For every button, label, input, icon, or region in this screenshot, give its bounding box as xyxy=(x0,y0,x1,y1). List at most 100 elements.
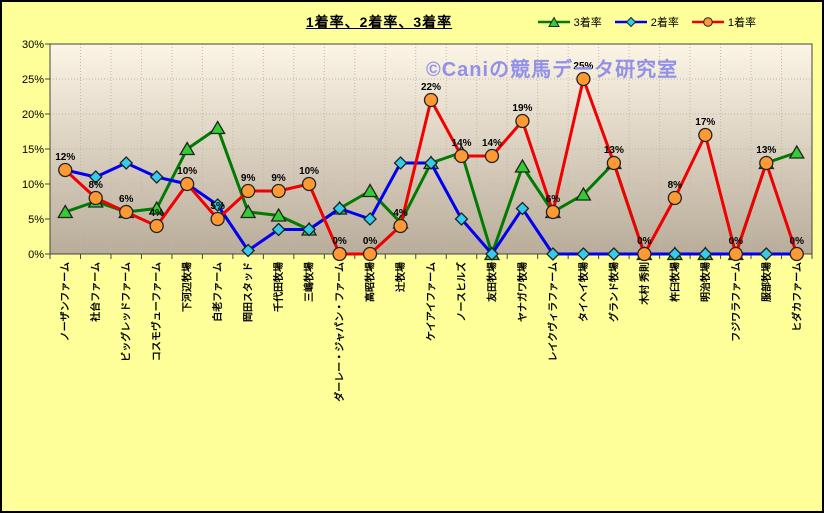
series-rank3-marker xyxy=(57,204,74,219)
series-rank1-marker xyxy=(332,246,347,262)
series-rank1-marker xyxy=(545,204,561,220)
x-axis-label: レイクヴィラファーム xyxy=(546,262,559,362)
series-rank1-marker xyxy=(637,246,652,262)
data-label: 25% xyxy=(573,61,593,72)
x-axis-label: 千代田牧場 xyxy=(272,262,285,312)
x-axis-label: ダーレー・ジャパン・ファーム xyxy=(333,262,346,402)
data-label: 5% xyxy=(210,201,225,212)
x-axis-label: ノーザンファーム xyxy=(60,262,72,341)
x-axis-label: 服部牧場 xyxy=(760,262,773,302)
series-rank3-marker xyxy=(788,144,805,159)
x-axis-label: 木村 秀則 xyxy=(638,262,651,306)
data-label: 12% xyxy=(55,152,75,163)
x-axis-label: ケイアイファーム xyxy=(426,262,438,341)
series-rank3-marker xyxy=(361,183,379,198)
series-rank1-marker xyxy=(606,155,622,171)
data-label: 0% xyxy=(637,236,652,247)
data-label: 9% xyxy=(271,173,286,184)
data-label: 8% xyxy=(88,180,103,191)
data-label: 0% xyxy=(332,236,347,247)
series-rank2-marker xyxy=(424,156,438,170)
series-rank3-marker xyxy=(514,158,531,173)
data-label: 22% xyxy=(421,82,441,93)
data-label: 13% xyxy=(604,145,624,156)
x-axis-label: 三嶋牧場 xyxy=(303,262,316,302)
x-axis-label: ノースヒルズ xyxy=(455,262,468,322)
data-label: 4% xyxy=(149,208,164,219)
series-rank1-marker xyxy=(88,190,103,206)
data-label: 14% xyxy=(482,138,502,149)
series-rank2-marker xyxy=(606,247,621,261)
data-label: 10% xyxy=(299,166,319,177)
data-label: 13% xyxy=(756,145,776,156)
series-rank2-marker xyxy=(515,201,530,216)
x-axis-label: 高昭牧場 xyxy=(364,262,377,302)
x-axis-label: タイヘイ牧場 xyxy=(577,262,590,322)
data-label: 6% xyxy=(546,194,561,205)
x-axis-label: コスモヴューファーム xyxy=(150,262,163,361)
series-rank2-marker xyxy=(149,170,164,184)
series-rank1-marker xyxy=(423,92,439,108)
series-rank1-marker xyxy=(240,183,256,199)
series-rank1-marker xyxy=(149,218,164,234)
watermark: ©Caniの競馬データ研究室 xyxy=(426,59,679,81)
y-axis-label: 30% xyxy=(22,39,44,51)
x-axis-label: ヒダカファーム xyxy=(790,262,803,332)
x-axis-label: 辻牧場 xyxy=(394,262,407,292)
series-rank1-marker xyxy=(454,148,469,164)
data-label: 9% xyxy=(241,173,256,184)
series-rank1-marker xyxy=(698,127,713,143)
series-rank2-marker xyxy=(546,247,560,261)
data-label: 10% xyxy=(177,166,197,177)
data-label: 8% xyxy=(668,180,683,191)
data-label: 0% xyxy=(790,236,805,247)
data-label: 0% xyxy=(729,236,744,247)
series-rank3-marker xyxy=(179,141,196,156)
series-rank1-marker xyxy=(271,183,286,199)
x-axis-label: フジワラファーム xyxy=(730,262,742,342)
series-rank1-marker xyxy=(576,71,591,87)
y-axis-label: 5% xyxy=(28,214,44,226)
x-axis-label: 下河辺牧場 xyxy=(181,262,194,312)
series-rank2-marker xyxy=(210,198,225,212)
series-rank1-marker xyxy=(58,162,73,178)
y-axis-label: 25% xyxy=(22,74,44,86)
x-axis-label: 友田牧場 xyxy=(485,262,498,302)
data-label: 14% xyxy=(451,138,471,149)
x-axis-label: 社台ファーム xyxy=(89,262,102,323)
data-label: 17% xyxy=(695,117,715,128)
data-label: 0% xyxy=(363,236,378,247)
legend-marker-diamond-icon xyxy=(614,16,647,28)
series-rank1-marker xyxy=(119,204,134,220)
series-rank2-marker xyxy=(241,243,256,258)
series-rank1-marker xyxy=(484,148,500,164)
data-label: 19% xyxy=(512,103,532,114)
series-rank1-marker xyxy=(728,246,743,262)
series-rank3-marker xyxy=(270,207,287,222)
series-rank2-marker xyxy=(271,222,286,237)
series-rank2-marker xyxy=(667,247,682,261)
series-rank2-marker xyxy=(393,156,408,170)
x-axis-label: ヤナガワ牧場 xyxy=(516,262,529,322)
series-rank1-marker xyxy=(301,176,317,192)
legend-label-rank1: 1着率 xyxy=(727,17,756,29)
series-rank1-marker xyxy=(362,246,378,262)
series-rank2-marker xyxy=(119,156,134,170)
series-rank1-marker xyxy=(667,190,682,206)
series-rank1-marker xyxy=(210,211,225,227)
data-label: 6% xyxy=(119,194,134,205)
series-rank2-marker xyxy=(363,212,377,226)
y-axis-label: 10% xyxy=(22,179,44,191)
x-axis-label: ビッグレッドファーム xyxy=(120,262,133,362)
series-rank2-marker xyxy=(302,222,316,237)
x-axis-label: 白老ファーム xyxy=(211,262,224,322)
legend-item-rank3: 3着率 xyxy=(537,14,602,30)
legend-marker-triangle-icon xyxy=(537,16,570,27)
y-axis-label: 0% xyxy=(28,249,44,261)
x-axis-label: 明治牧場 xyxy=(699,262,712,302)
x-axis-label: グランド牧場 xyxy=(607,262,620,322)
legend-marker-circle-icon xyxy=(691,17,724,27)
series-rank2-marker xyxy=(332,201,347,216)
